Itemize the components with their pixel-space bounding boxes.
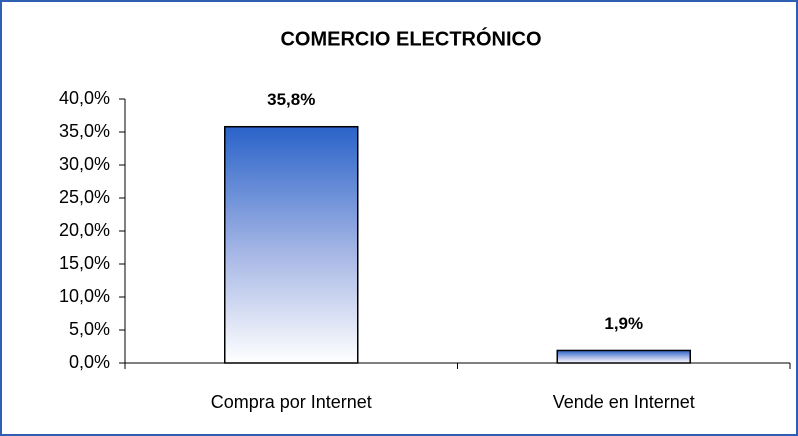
y-tick-label: 15,0% [59,253,110,273]
y-tick-label: 10,0% [59,286,110,306]
y-tick-label: 20,0% [59,220,110,240]
bar [556,349,691,364]
x-tick-label: Vende en Internet [553,392,695,412]
y-tick-label: 30,0% [59,154,110,174]
data-label: 1,9% [604,314,643,333]
y-tick-label: 0,0% [69,352,110,372]
y-tick-label: 5,0% [69,319,110,339]
y-tick-label: 40,0% [59,88,110,108]
x-tick-label: Compra por Internet [211,392,372,412]
data-label: 35,8% [267,90,315,109]
chart-title: COMERCIO ELECTRÓNICO [280,26,541,50]
y-tick-label: 35,0% [59,121,110,141]
bar [224,125,359,364]
y-tick-label: 25,0% [59,187,110,207]
